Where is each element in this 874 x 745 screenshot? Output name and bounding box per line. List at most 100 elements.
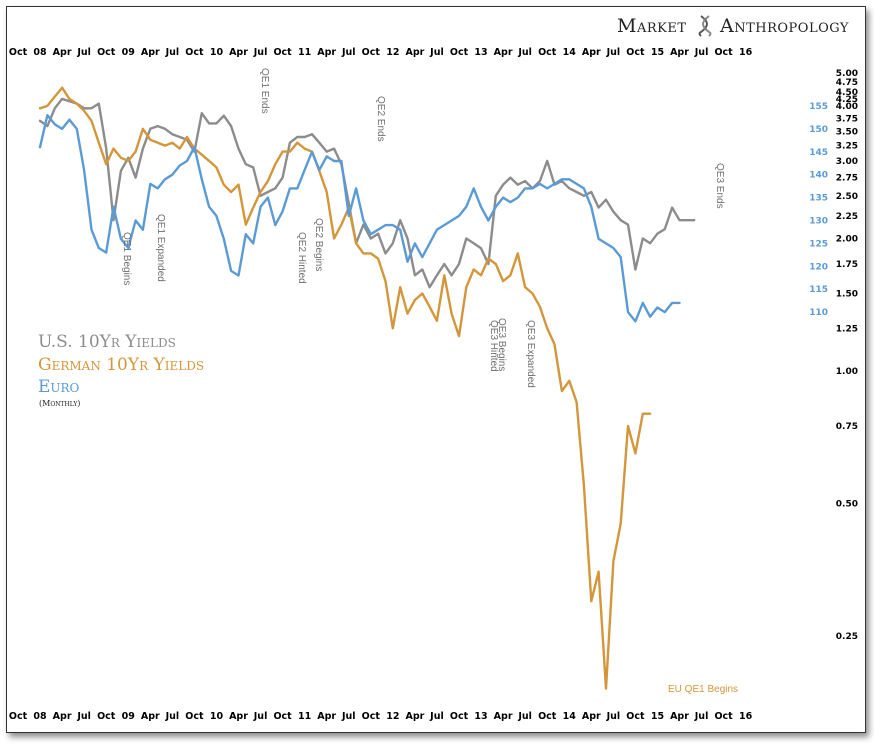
annotation-label: QE3 Hinted: [488, 320, 499, 372]
x-tick-bottom: Oct: [9, 711, 28, 722]
x-tick-bottom: Jul: [517, 711, 532, 722]
x-tick-bottom: Jul: [253, 711, 268, 722]
x-tick-top: 13: [474, 47, 487, 58]
euro-axis: 155 150 145 140 135 130 125 120 115 110: [809, 102, 828, 318]
x-tick-top: 08: [33, 47, 47, 58]
x-tick-top: 09: [122, 47, 135, 58]
brand-name-part2: Anthropology: [719, 15, 849, 37]
yield-tick-label: 3.25: [836, 142, 858, 152]
brand-logo: Market Anthropology: [617, 15, 849, 37]
annotation-label: QE1 Ends: [259, 68, 270, 114]
x-tick-bottom: Oct: [273, 711, 292, 722]
x-tick-top: Apr: [317, 47, 336, 58]
x-tick-bottom: Oct: [626, 711, 645, 722]
yield-tick-label: 3.75: [836, 114, 858, 124]
x-tick-bottom: 10: [210, 711, 224, 722]
x-tick-top: 10: [210, 47, 224, 58]
x-tick-bottom: Apr: [670, 711, 689, 722]
euro-tick-label: 125: [809, 239, 828, 249]
x-tick-bottom: Oct: [97, 711, 116, 722]
x-tick-top: Oct: [97, 47, 116, 58]
x-tick-top: 12: [386, 47, 399, 58]
x-tick-top: Oct: [273, 47, 292, 58]
legend-euro: Euro: [38, 377, 80, 397]
x-tick-top: Jul: [253, 47, 268, 58]
annotation-label: QE3 Begins: [496, 318, 507, 371]
annotation-label: EU QE1 Begins: [668, 684, 738, 695]
x-tick-bottom: 11: [298, 711, 311, 722]
annotation-label: QE3 Ends: [714, 163, 725, 209]
euro-tick-label: 155: [809, 102, 828, 112]
x-tick-top: Jul: [517, 47, 532, 58]
x-tick-top: Jul: [606, 47, 621, 58]
yield-tick-label: 0.25: [836, 632, 858, 642]
x-tick-bottom: Jul: [165, 711, 180, 722]
x-tick-top: Jul: [694, 47, 709, 58]
x-tick-bottom: Apr: [317, 711, 336, 722]
x-tick-bottom: 09: [122, 711, 135, 722]
x-tick-top: 11: [298, 47, 311, 58]
x-tick-top: 14: [563, 47, 577, 58]
x-tick-bottom: 12: [386, 711, 399, 722]
x-tick-top: Apr: [53, 47, 72, 58]
x-tick-top: Oct: [9, 47, 28, 58]
yield-tick-label: 3.50: [836, 127, 858, 137]
x-tick-top: 15: [651, 47, 664, 58]
euro-tick-label: 145: [809, 148, 828, 158]
x-tick-bottom: Oct: [362, 711, 381, 722]
brand-name-part1: Market: [617, 15, 687, 37]
yield-tick-label: 4.75: [836, 78, 858, 88]
x-tick-top: Jul: [165, 47, 180, 58]
legend-note: (Monthly): [39, 399, 80, 408]
yield-tick-label: 0.75: [836, 422, 858, 432]
x-tick-top: Oct: [185, 47, 204, 58]
x-tick-top: Apr: [494, 47, 513, 58]
annotations: QE1 Begins QE1 Expanded QE1 Ends QE2 Hinted…: [121, 68, 738, 695]
x-tick-top: Oct: [450, 47, 469, 58]
yield-tick-label: 2.00: [836, 234, 858, 244]
euro-tick-label: 115: [809, 285, 828, 295]
x-tick-top: Oct: [362, 47, 381, 58]
x-tick-bottom: Oct: [714, 711, 733, 722]
x-tick-top: Oct: [626, 47, 645, 58]
x-tick-bottom: Apr: [405, 711, 424, 722]
yield-axis: 5.004.754.504.254.00 3.75 3.50 3.25 3.00 2.75…: [836, 69, 858, 642]
annotation-label: QE3 Expanded: [525, 320, 536, 388]
x-tick-top: Apr: [582, 47, 601, 58]
x-tick-top: Jul: [76, 47, 91, 58]
series-lines: [38, 86, 696, 690]
euro-tick-label: 135: [809, 194, 828, 204]
x-tick-top: Oct: [538, 47, 557, 58]
dna-helix-icon: [698, 15, 712, 37]
x-tick-bottom: 08: [33, 711, 47, 722]
yield-tick-label: 1.00: [836, 367, 858, 377]
x-tick-top: Apr: [670, 47, 689, 58]
yield-tick-label: 1.50: [836, 289, 858, 299]
x-tick-bottom: Apr: [229, 711, 248, 722]
x-tick-bottom: Apr: [494, 711, 513, 722]
euro-tick-label: 150: [809, 125, 828, 135]
annotation-label: QE1 Expanded: [155, 214, 166, 282]
x-tick-bottom: Apr: [53, 711, 72, 722]
x-tick-bottom: 13: [474, 711, 487, 722]
x-tick-top: Oct: [714, 47, 733, 58]
euro-tick-label: 110: [809, 308, 828, 318]
x-tick-bottom: Jul: [694, 711, 709, 722]
x-axis-bottom: Oct 08 Apr Jul Oct 09 Apr Jul Oct 10 Apr Jul Oct 11 Ap…: [9, 711, 753, 722]
x-tick-bottom: Jul: [429, 711, 444, 722]
annotation-label: QE2 Hinted: [296, 232, 307, 284]
yield-tick-label: 2.75: [836, 174, 858, 184]
yield-tick-label: 4.25: [836, 95, 858, 105]
annotation-label: QE2 Begins: [313, 218, 324, 271]
x-tick-bottom: 16: [739, 711, 753, 722]
x-tick-bottom: Jul: [76, 711, 91, 722]
x-tick-top: Jul: [429, 47, 444, 58]
yield-tick-label: 4.00: [836, 102, 858, 112]
yield-tick-label: 3.00: [836, 157, 858, 167]
yield-tick-label: 4.50: [836, 88, 858, 98]
x-tick-bottom: 15: [651, 711, 664, 722]
x-tick-bottom: Jul: [606, 711, 621, 722]
x-tick-bottom: Oct: [538, 711, 557, 722]
x-tick-top: Jul: [341, 47, 356, 58]
